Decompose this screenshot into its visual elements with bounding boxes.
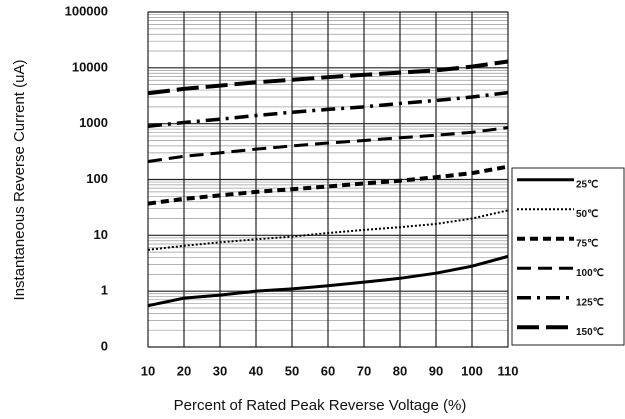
legend-label: 100℃	[576, 268, 604, 279]
x-tick-label: 40	[249, 363, 263, 378]
legend-label: 75℃	[576, 238, 598, 249]
series-line	[147, 254, 509, 308]
x-tick-label: 30	[213, 363, 227, 378]
x-tick-label: 60	[321, 363, 335, 378]
series-line	[147, 126, 509, 163]
legend: 25℃ 50℃ 75℃ 100℃ 125℃ 150℃	[511, 167, 625, 346]
x-tick-label: 80	[393, 363, 407, 378]
series-line	[147, 90, 509, 128]
x-tick-label: 50	[285, 363, 299, 378]
y-tick-label: 1000	[79, 115, 108, 130]
legend-label: 50℃	[576, 209, 598, 220]
x-tick-label: 70	[357, 363, 371, 378]
series-line	[147, 164, 509, 206]
series-line	[147, 209, 509, 251]
legend-label: 25℃	[576, 179, 598, 190]
x-tick-label: 110	[498, 363, 519, 378]
x-tick-label: 100	[461, 363, 483, 378]
y-axis-label: Instantaneous Reverse Current (uA)	[11, 60, 28, 301]
legend-box	[511, 167, 625, 346]
legend-label: 125℃	[576, 297, 604, 308]
y-tick-label: 10	[94, 227, 108, 242]
x-tick-label: 10	[141, 363, 155, 378]
x-tick-label: 90	[429, 363, 443, 378]
x-axis-label: Percent of Rated Peak Reverse Voltage (%…	[174, 397, 467, 414]
y-tick-label: 100	[86, 171, 108, 186]
legend-label: 150℃	[576, 327, 604, 338]
x-tick-label: 20	[177, 363, 191, 378]
y-tick-label: 1	[101, 283, 108, 298]
y-tick-label: 100000	[65, 3, 108, 18]
y-tick-label: 10000	[72, 59, 108, 74]
series-line	[147, 59, 509, 96]
y-tick-label: 0	[101, 338, 108, 353]
